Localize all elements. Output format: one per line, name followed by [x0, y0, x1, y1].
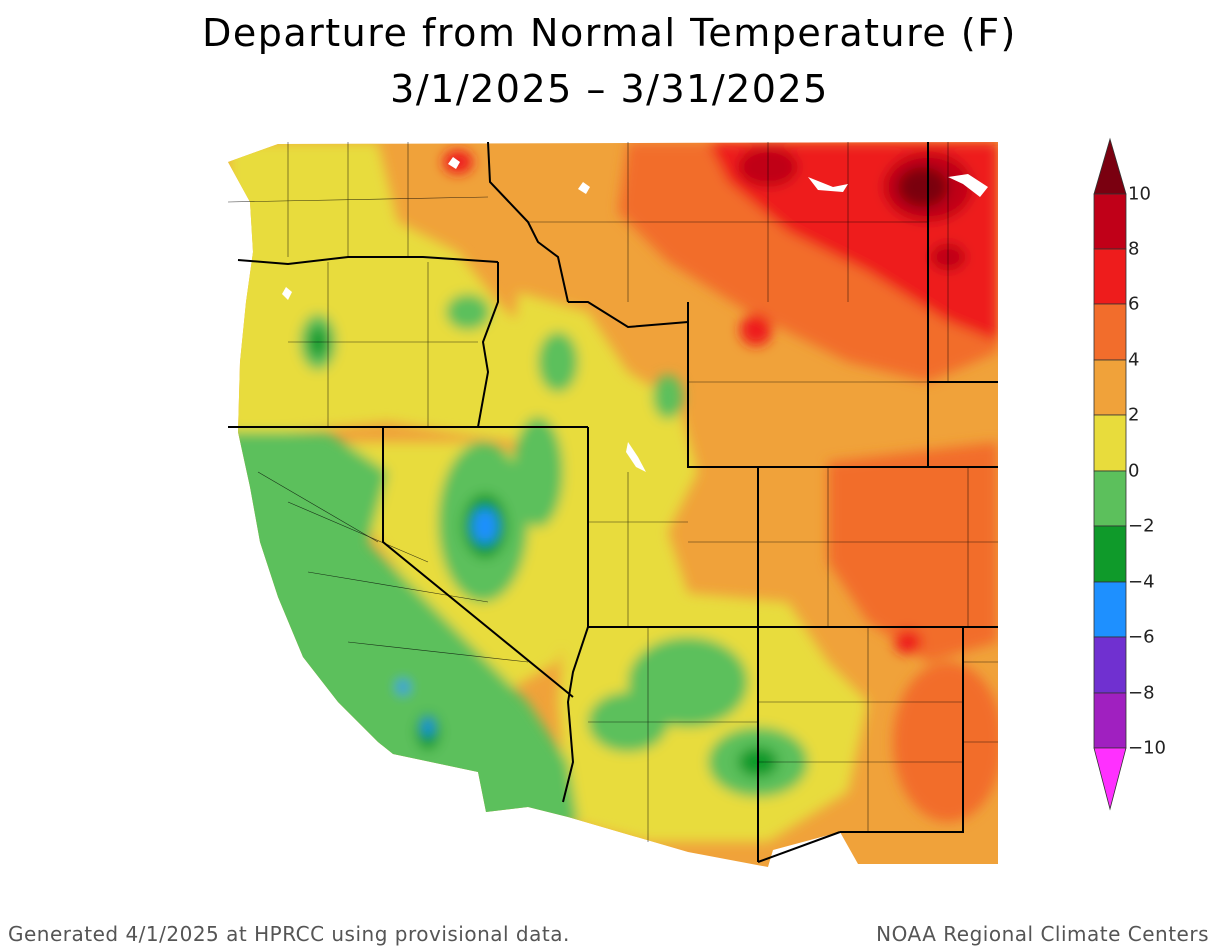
legend-label: 8 — [1128, 238, 1140, 260]
water-bodies — [282, 157, 988, 472]
legend-label: −8 — [1128, 682, 1155, 704]
temperature-shading — [228, 142, 998, 867]
legend-colorbar — [1093, 137, 1127, 811]
legend-label: −2 — [1128, 515, 1155, 537]
legend-label: −6 — [1128, 626, 1155, 648]
legend-label: 0 — [1128, 460, 1140, 482]
legend-label: 10 — [1128, 183, 1151, 205]
footer-credit: NOAA Regional Climate Centers — [876, 922, 1209, 946]
legend-label: 4 — [1128, 349, 1140, 371]
map-title: Departure from Normal Temperature (F) — [202, 11, 1017, 55]
county-lines — [228, 142, 998, 842]
map-date-range: 3/1/2025 – 3/31/2025 — [390, 67, 829, 111]
footer-generated-note: Generated 4/1/2025 at HPRCC using provis… — [8, 922, 570, 946]
legend-label: 2 — [1128, 404, 1140, 426]
legend-label: 6 — [1128, 293, 1140, 315]
legend-label: −4 — [1128, 571, 1155, 593]
temperature-departure-map — [228, 142, 998, 867]
state-borders — [228, 142, 998, 863]
legend-label: −10 — [1128, 737, 1166, 759]
